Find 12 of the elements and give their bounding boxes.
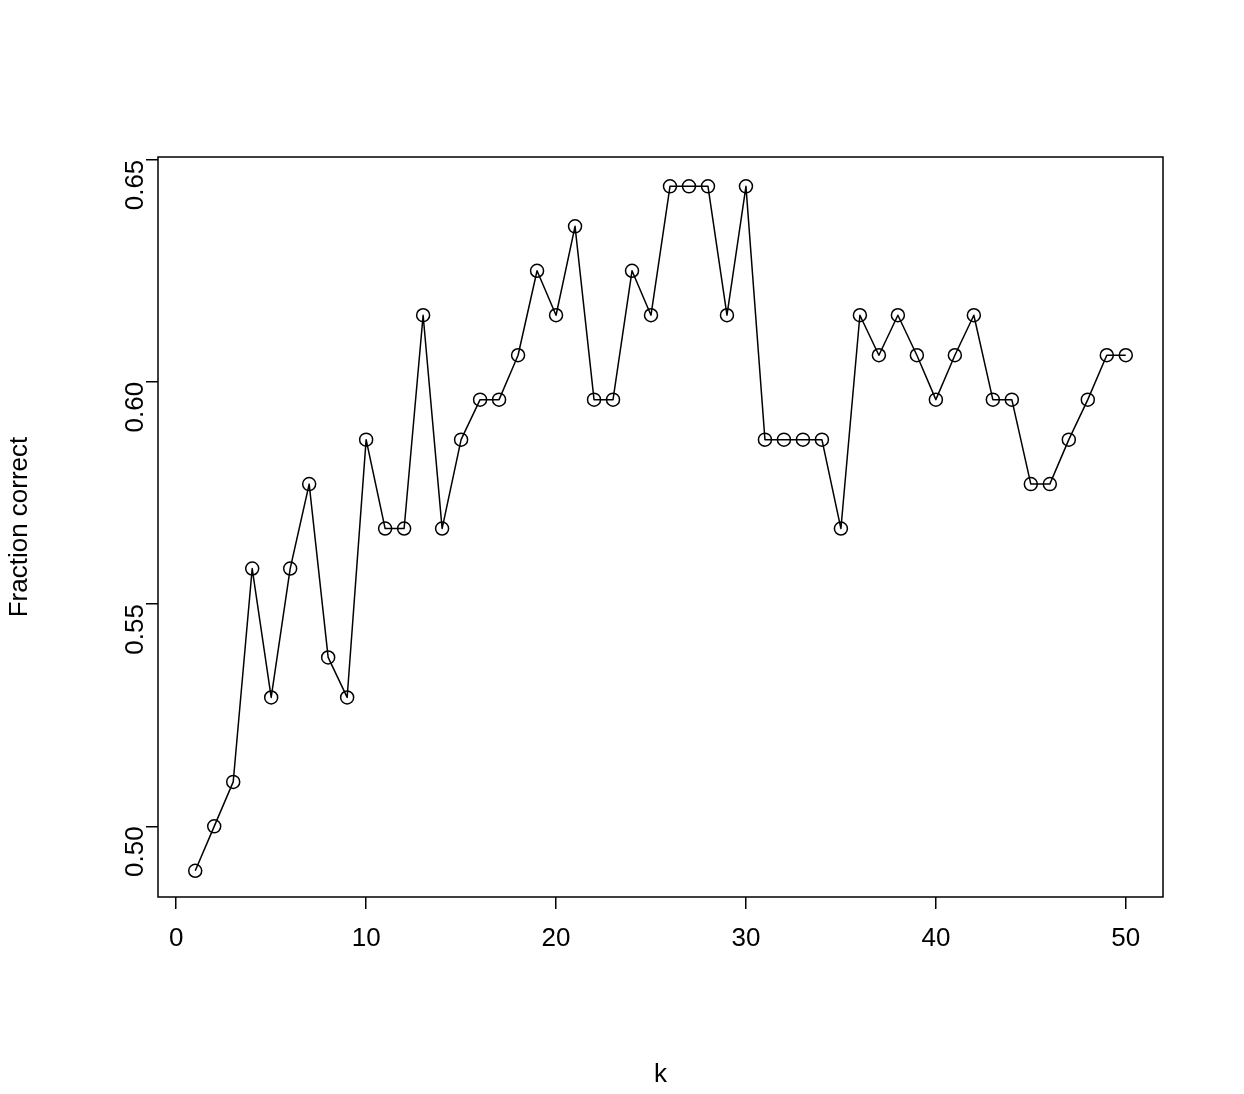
y-tick-label: 0.60 [119,381,150,433]
x-tick-label: 0 [169,921,184,952]
x-tick-label: 20 [541,921,571,952]
x-tick-label: 40 [921,921,951,952]
x-tick-label: 10 [351,921,381,952]
y-tick-label: 0.65 [119,159,150,211]
x-axis-title: k [654,1057,668,1088]
x-tick-label: 50 [1111,921,1141,952]
y-tick-label: 0.50 [119,826,150,877]
x-tick-label: 30 [731,921,761,952]
y-tick-label: 0.55 [119,604,150,655]
y-axis-title: Fraction correct [2,435,33,618]
